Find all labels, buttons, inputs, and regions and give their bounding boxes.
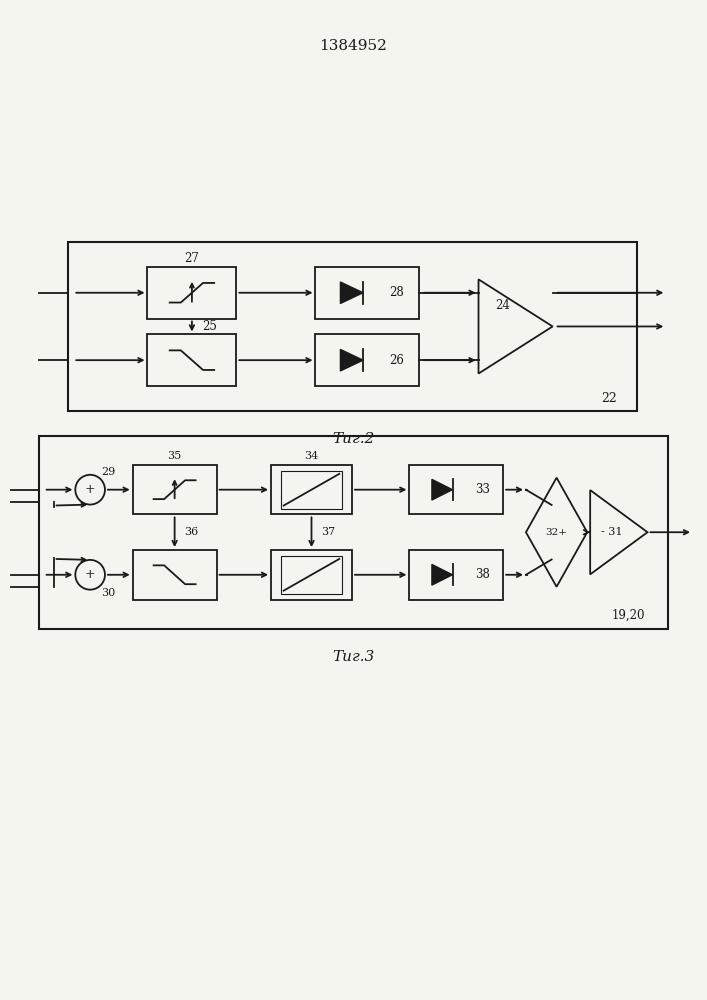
Circle shape [76, 475, 105, 505]
Polygon shape [590, 490, 648, 574]
Text: 36: 36 [185, 527, 199, 537]
Polygon shape [479, 279, 553, 374]
Bar [39, 436, 668, 629]
Text: Τиг.2: Τиг.2 [332, 432, 374, 446]
Text: 19,20: 19,20 [612, 609, 645, 622]
Text: 33: 33 [475, 483, 490, 496]
Text: 32+: 32+ [546, 528, 568, 537]
Text: +: + [85, 483, 95, 496]
Polygon shape [340, 282, 363, 304]
Circle shape [76, 560, 105, 590]
Polygon shape [526, 478, 588, 587]
Text: 1384952: 1384952 [319, 39, 387, 53]
Bar [148, 267, 236, 319]
Polygon shape [432, 564, 452, 585]
Text: 35: 35 [168, 451, 182, 461]
Text: 38: 38 [475, 568, 490, 581]
Bar [148, 334, 236, 386]
Polygon shape [340, 349, 363, 371]
Text: 24: 24 [495, 299, 510, 312]
Bar [271, 550, 352, 600]
Text: 22: 22 [601, 392, 617, 405]
Bar [409, 550, 503, 600]
Bar [315, 267, 419, 319]
Text: Τиг.3: Τиг.3 [332, 650, 374, 664]
Text: 26: 26 [389, 354, 404, 367]
Bar [409, 465, 503, 514]
Text: 37: 37 [321, 527, 335, 537]
Bar [315, 334, 419, 386]
Text: 27: 27 [185, 252, 199, 265]
Polygon shape [432, 479, 452, 500]
Text: 29: 29 [101, 467, 115, 477]
Text: - 31: - 31 [601, 527, 623, 537]
Bar [281, 471, 342, 509]
Bar [281, 556, 342, 594]
Bar [133, 550, 216, 600]
Text: 28: 28 [389, 286, 404, 299]
Bar [69, 242, 636, 411]
Text: 30: 30 [101, 588, 115, 598]
Text: +: + [85, 568, 95, 581]
Bar [271, 465, 352, 514]
Text: 34: 34 [305, 451, 319, 461]
Text: 25: 25 [202, 320, 217, 333]
Bar [133, 465, 216, 514]
